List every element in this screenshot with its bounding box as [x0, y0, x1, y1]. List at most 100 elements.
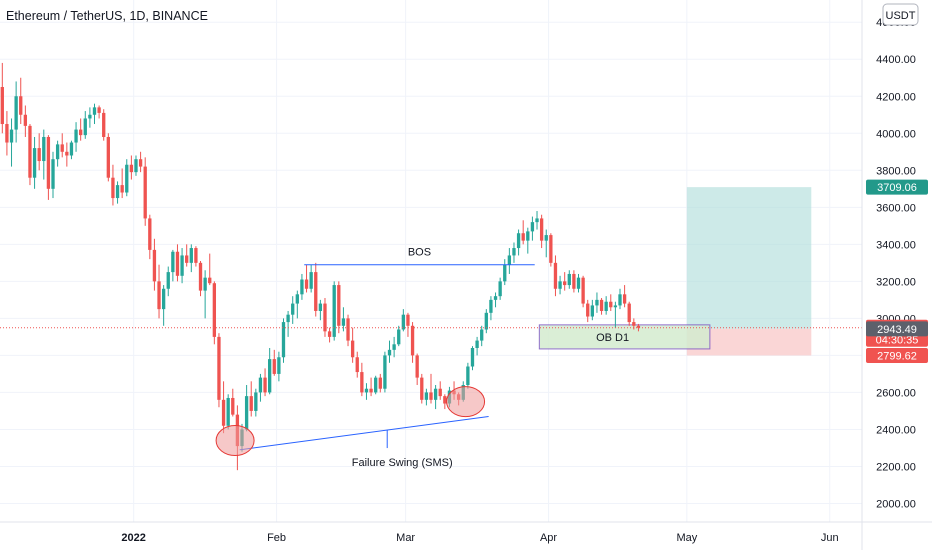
candle[interactable]	[369, 377, 373, 397]
candle[interactable]	[374, 375, 378, 395]
candle[interactable]	[129, 155, 134, 180]
candle[interactable]	[157, 264, 161, 319]
candle[interactable]	[74, 122, 78, 152]
candle[interactable]	[281, 318, 286, 363]
candle[interactable]	[194, 246, 198, 267]
candle[interactable]	[189, 244, 193, 273]
candle[interactable]	[60, 133, 64, 158]
candle[interactable]	[567, 270, 571, 289]
candle[interactable]	[636, 323, 641, 332]
candle[interactable]	[221, 381, 226, 434]
candle[interactable]	[572, 270, 576, 293]
candle[interactable]	[609, 294, 613, 311]
candle[interactable]	[152, 238, 157, 291]
candle[interactable]	[420, 373, 424, 404]
currency-badge[interactable]: USDT	[882, 3, 919, 26]
candle[interactable]	[51, 151, 55, 199]
candle[interactable]	[295, 290, 299, 319]
x-axis[interactable]: 2022 Feb Mar Apr May Jun	[121, 532, 838, 544]
candle[interactable]	[83, 111, 87, 139]
candle[interactable]	[512, 242, 516, 263]
candle[interactable]	[563, 272, 567, 291]
candle[interactable]	[286, 310, 290, 337]
candle[interactable]	[309, 264, 313, 293]
candle[interactable]	[484, 309, 488, 334]
candle[interactable]	[627, 301, 631, 326]
candle[interactable]	[549, 233, 553, 267]
candle[interactable]	[111, 164, 115, 206]
candle[interactable]	[203, 270, 207, 319]
candle[interactable]	[401, 309, 406, 332]
candle[interactable]	[590, 299, 594, 321]
candle[interactable]	[97, 105, 101, 119]
candle[interactable]	[254, 388, 258, 417]
candle[interactable]	[355, 351, 359, 378]
candle[interactable]	[226, 394, 230, 430]
candle[interactable]	[42, 129, 46, 180]
candle[interactable]	[346, 314, 350, 347]
candle[interactable]	[383, 351, 387, 393]
candle[interactable]	[120, 168, 124, 199]
candle[interactable]	[277, 351, 281, 382]
candle[interactable]	[106, 133, 110, 182]
candle[interactable]	[470, 346, 475, 371]
candle[interactable]	[406, 312, 410, 337]
candle[interactable]	[327, 327, 332, 343]
candle[interactable]	[249, 381, 253, 417]
candle[interactable]	[364, 383, 369, 400]
candle[interactable]	[480, 325, 484, 347]
candle[interactable]	[539, 214, 544, 249]
candle[interactable]	[493, 292, 498, 308]
candle[interactable]	[498, 277, 502, 300]
candles[interactable]	[0, 62, 641, 471]
candle[interactable]	[415, 353, 419, 386]
annotations[interactable]: BOS Failure Swing (SMS) OB D1	[0, 247, 862, 469]
candle[interactable]	[28, 124, 32, 186]
candle[interactable]	[475, 336, 479, 356]
candle[interactable]	[314, 262, 318, 317]
candle[interactable]	[586, 299, 590, 323]
candle[interactable]	[618, 288, 622, 310]
candle[interactable]	[272, 349, 276, 376]
candle[interactable]	[143, 157, 147, 226]
candle[interactable]	[622, 285, 627, 308]
candle[interactable]	[291, 296, 295, 324]
candle[interactable]	[323, 298, 327, 337]
candle[interactable]	[23, 105, 28, 137]
candle[interactable]	[9, 118, 14, 167]
candle[interactable]	[171, 249, 175, 282]
candle[interactable]	[489, 296, 493, 321]
candle[interactable]	[198, 261, 203, 297]
candle[interactable]	[5, 111, 9, 156]
candle[interactable]	[544, 229, 548, 258]
candle[interactable]	[79, 118, 83, 141]
candle[interactable]	[410, 322, 415, 363]
failure-swing-line[interactable]	[239, 415, 489, 451]
candle[interactable]	[180, 248, 184, 284]
candle[interactable]	[576, 273, 581, 293]
candle[interactable]	[332, 281, 336, 341]
candle[interactable]	[429, 373, 433, 404]
swing-circle[interactable]	[446, 386, 486, 418]
candle[interactable]	[553, 255, 558, 297]
candle[interactable]	[507, 248, 512, 274]
candle[interactable]	[231, 388, 235, 417]
candle[interactable]	[378, 373, 382, 393]
candle[interactable]	[65, 142, 69, 167]
candle[interactable]	[516, 229, 521, 256]
candle[interactable]	[258, 373, 263, 402]
candle[interactable]	[438, 381, 442, 400]
candle[interactable]	[0, 62, 4, 134]
candle[interactable]	[443, 394, 447, 410]
candle[interactable]	[268, 348, 272, 395]
candle[interactable]	[208, 253, 212, 286]
candle[interactable]	[433, 385, 438, 410]
candle[interactable]	[392, 336, 396, 358]
y-axis[interactable]: 2000.002200.002400.002600.002800.003000.…	[876, 17, 916, 510]
candle[interactable]	[185, 244, 189, 267]
candle[interactable]	[102, 109, 106, 141]
candle[interactable]	[503, 259, 507, 286]
candle[interactable]	[161, 285, 166, 326]
candle[interactable]	[613, 301, 618, 328]
